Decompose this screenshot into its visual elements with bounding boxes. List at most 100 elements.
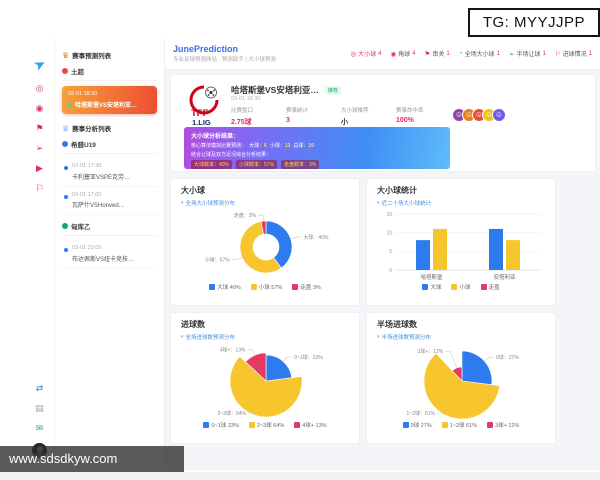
legend-item[interactable]: 小球 bbox=[451, 283, 471, 291]
nav-item-corner[interactable]: ◉ 角球 4 bbox=[390, 50, 416, 59]
active-match-name: 哈塔斯堡VS安塔利亚… bbox=[75, 103, 138, 109]
telegram-plane-icon[interactable]: ➤ bbox=[30, 54, 49, 74]
legend-item[interactable]: 大球 bbox=[422, 283, 441, 291]
label-leader-line bbox=[248, 412, 256, 416]
pie-slice-label: 0球：27% bbox=[496, 354, 519, 361]
match-stat: 比赛盘口 2.75球 bbox=[231, 108, 254, 126]
chart-subtitle-dropdown[interactable]: ▾ 半场进球数预测分布 bbox=[377, 334, 432, 341]
match-item-time: 03-01 23:00 bbox=[72, 245, 102, 251]
chart-subtitle-dropdown[interactable]: ▾ 全场进球数预测分布 bbox=[181, 334, 236, 341]
legend-swatch bbox=[402, 421, 409, 428]
match-tag-badge: 推荐 bbox=[324, 85, 341, 95]
y-tick-label: 10 bbox=[386, 230, 392, 236]
parlay-flag-icon[interactable]: ⚑ bbox=[35, 123, 44, 133]
brand-title: JunePrediction bbox=[173, 43, 239, 54]
half-handicap-icon: ➢ bbox=[509, 50, 515, 58]
chevron-down-icon: ▾ bbox=[181, 200, 184, 206]
legend-swatch bbox=[203, 421, 210, 428]
chart-title: 大小球 bbox=[181, 186, 205, 195]
pie-slice-小球[interactable] bbox=[239, 221, 282, 274]
label-leader-line bbox=[437, 412, 445, 416]
banner-chip: 大球：6 bbox=[249, 142, 267, 149]
banner-simulation: 核心算法模拟比赛预测： 大球：6 小球：13 总球：19 bbox=[191, 142, 314, 149]
pie-slice-label: 0~1球：23% bbox=[294, 354, 323, 361]
sidebar-league[interactable]: 希腊U19 bbox=[62, 139, 157, 154]
bar-大球[interactable] bbox=[416, 240, 430, 270]
legend-item[interactable]: 1~2球 61% bbox=[441, 421, 477, 429]
legend-item[interactable]: 2~3球 64% bbox=[248, 421, 284, 429]
half-handicap-icon[interactable]: ▶ bbox=[36, 163, 43, 173]
active-match-card[interactable]: 03-01 18:30 哈塔斯堡VS安塔利亚… bbox=[62, 86, 157, 114]
nav-item-parlay[interactable]: ⚑ 串关 1 bbox=[424, 50, 450, 59]
bar-小球[interactable] bbox=[506, 240, 520, 270]
analysis-list-header: ♕ 赛事分析列表 bbox=[62, 123, 157, 134]
pie-slice-label: 4球+：13% bbox=[220, 347, 246, 354]
message-icon[interactable]: ✉ bbox=[35, 423, 44, 433]
pie-slice-0~1球[interactable] bbox=[265, 354, 293, 382]
nav-item-full-over-under[interactable]: ◔ 全场大小球 1 bbox=[458, 50, 500, 58]
bar-小球[interactable] bbox=[433, 228, 447, 270]
sidebar-league[interactable]: 匈库乙 bbox=[62, 221, 157, 236]
top-header: JunePrediction 专业足球预测网站 · 预测助手 | 大小球预测 ◎… bbox=[165, 38, 600, 70]
legend-item[interactable]: 0球 27% bbox=[402, 421, 432, 429]
chart-subtitle-dropdown[interactable]: ▾ 近二十场大小球统计 bbox=[377, 200, 432, 207]
legend-swatch bbox=[422, 283, 429, 290]
legend-swatch bbox=[248, 421, 255, 428]
file-icon[interactable]: ▤ bbox=[35, 403, 44, 413]
legend-swatch bbox=[250, 283, 257, 290]
nav-item-over-under[interactable]: ◎ 大小球 4 bbox=[350, 50, 382, 59]
nav-count-badge: 1 bbox=[542, 50, 546, 57]
match-item-time: 03-01 17:30 bbox=[72, 163, 102, 169]
full-ou-icon[interactable]: ➢ bbox=[35, 143, 44, 153]
match-item-name: 卡利塞亚VSPE克劳… bbox=[72, 174, 131, 181]
chart-card-ou-stats: 大小球统计 ▾ 近二十场大小球统计 0 5 10 15 哈塔斯堡 安塔利亚 大球 小球 走盘 bbox=[366, 178, 556, 306]
pie-slice-走盘[interactable] bbox=[260, 220, 267, 235]
chart-legend: 大球 小球 走盘 bbox=[377, 283, 545, 291]
shuffle-icon[interactable]: ⇄ bbox=[35, 383, 44, 393]
corner-icon: ◉ bbox=[390, 50, 397, 58]
legend-swatch bbox=[441, 421, 448, 428]
match-stat: 赛事统计 3 bbox=[286, 108, 309, 124]
legend-item[interactable]: 4球+ 13% bbox=[294, 421, 327, 429]
match-time: 03-01 18:30 bbox=[231, 96, 261, 102]
badge-icon: ♕ bbox=[62, 123, 70, 133]
pie-slice-大球[interactable] bbox=[265, 220, 293, 269]
bullet-dot-icon bbox=[64, 248, 68, 252]
legend-item[interactable]: 走盘 bbox=[480, 283, 500, 291]
legend-item[interactable]: 走盘 3% bbox=[292, 283, 321, 291]
match-stat: 赛事命中率 100% bbox=[396, 108, 424, 124]
legend-item[interactable]: 0~1球 23% bbox=[203, 421, 239, 429]
league-dot-icon bbox=[62, 223, 68, 229]
nav-count-badge: 1 bbox=[496, 50, 500, 57]
legend-item[interactable]: 3球+ 12% bbox=[487, 421, 519, 429]
sidebar-match-item[interactable]: 03-01 17:30 卡利塞亚VSPE克劳… bbox=[62, 158, 157, 187]
over-under-icon[interactable]: ◎ bbox=[35, 83, 44, 93]
chevron-down-icon: ▾ bbox=[377, 200, 380, 206]
goal-status-icon[interactable]: ⚐ bbox=[35, 183, 44, 193]
nav-item-goal-status[interactable]: ⚐ 进球情况 1 bbox=[554, 50, 592, 59]
corner-icon[interactable]: ◉ bbox=[35, 103, 44, 113]
bar-大球[interactable] bbox=[489, 228, 503, 270]
legend-swatch bbox=[451, 283, 458, 290]
sidebar-match-item[interactable]: 03-01 17:00 瓦萨什VSHonved… bbox=[62, 187, 157, 215]
chart-subtitle-dropdown[interactable]: ▾ 全场大小球预测分布 bbox=[181, 200, 236, 207]
chart-title: 半场进球数 bbox=[377, 320, 417, 329]
legend-item[interactable]: 大球 40% bbox=[209, 283, 241, 291]
match-stats: 比赛盘口 2.75球 赛事统计 3 大小球推荐小 赛事命中率 100% bbox=[231, 106, 451, 127]
sidebar-league-super-lig[interactable]: 土超 bbox=[62, 66, 157, 81]
prediction-list-header: ♛ 赛事预测列表 bbox=[62, 50, 157, 61]
legend-swatch bbox=[480, 283, 487, 290]
match-title: 哈塔斯堡VS安塔利亚… 推荐 bbox=[231, 84, 341, 96]
sidebar-match-item[interactable]: 03-01 23:00 布达佩斯VS纽卡竞技… bbox=[62, 240, 157, 269]
banner-probabilities: 大球概率：40% 小球概率：57% 走盘概率：3% bbox=[191, 160, 443, 169]
pie-slice-0球[interactable] bbox=[461, 350, 493, 386]
legend-item[interactable]: 小球 57% bbox=[250, 283, 282, 291]
match-item-name: 瓦萨什VSHonved… bbox=[72, 203, 125, 209]
live-dot-icon bbox=[68, 102, 72, 107]
pie-slice-label: 走盘：3% bbox=[234, 212, 257, 219]
chart-card-half-goals: 半场进球数 ▾ 半场进球数预测分布 0球：27% 1~2球：61% 3球+：12% … bbox=[366, 312, 556, 444]
nav-item-half-handicap[interactable]: ➢ 半场让球 1 bbox=[509, 50, 546, 59]
watermark-telegram: TG: MYYJJPP bbox=[467, 8, 600, 37]
y-tick-label: 15 bbox=[386, 212, 392, 218]
bullet-dot-icon bbox=[64, 166, 68, 170]
